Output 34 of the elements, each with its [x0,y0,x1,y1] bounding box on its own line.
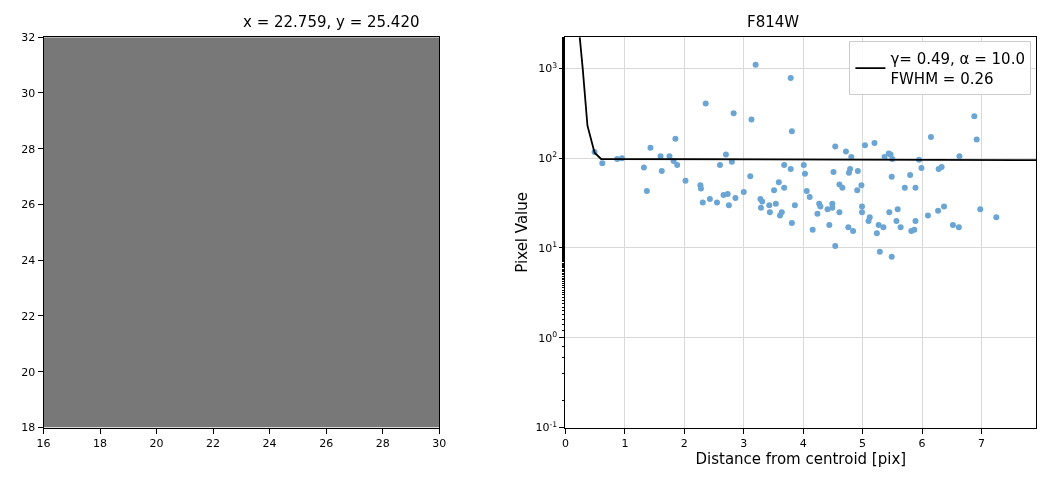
y-tick-label: 20 [21,365,36,379]
x-tick-label: 24 [262,436,277,450]
x-tick-label: 26 [319,436,334,450]
y-tick-label: 10$^{2}$ [538,150,558,166]
y-tick-label: 32 [21,31,36,44]
x-tick-label: 7 [977,436,985,450]
x-tick-label: 4 [799,436,807,450]
x-tick-label: 1 [621,436,629,450]
x-tick-label: 2 [680,436,688,450]
y-tick-label: 28 [21,142,36,156]
y-axis-title: Pixel Value [512,192,531,273]
x-tick-label: 30 [432,436,447,450]
x-axis-title: Distance from centroid [pix] [695,449,907,468]
x-tick-label: 16 [36,436,51,450]
x-tick-label: 0 [561,436,569,450]
y-tick-label: 10$^{0}$ [538,329,558,345]
x-tick-label: 18 [93,436,108,450]
y-tick-label: 24 [21,254,36,268]
x-tick-label: 20 [149,436,164,450]
x-tick-label: 22 [206,436,221,450]
y-tick-label: 10$^{-1}$ [535,419,558,435]
x-tick-label: 5 [859,436,867,450]
y-tick-label: 26 [21,198,36,212]
x-tick-label: 3 [740,436,748,450]
chart-title: x = 22.759, y = 25.420 [243,13,420,31]
chart-title: F814W [747,13,800,31]
legend-label: γ= 0.49, α = 10.0 FWHM = 0.26 [890,50,1025,88]
y-tick-label: 18 [21,421,36,435]
x-tick-label: 28 [375,436,390,450]
y-tick-label: 22 [21,309,36,323]
x-tick-label: 6 [918,436,926,450]
y-tick-label: 10$^{3}$ [538,60,558,76]
y-tick-label: 30 [21,86,36,100]
y-tick-label: 10$^{1}$ [538,240,558,255]
